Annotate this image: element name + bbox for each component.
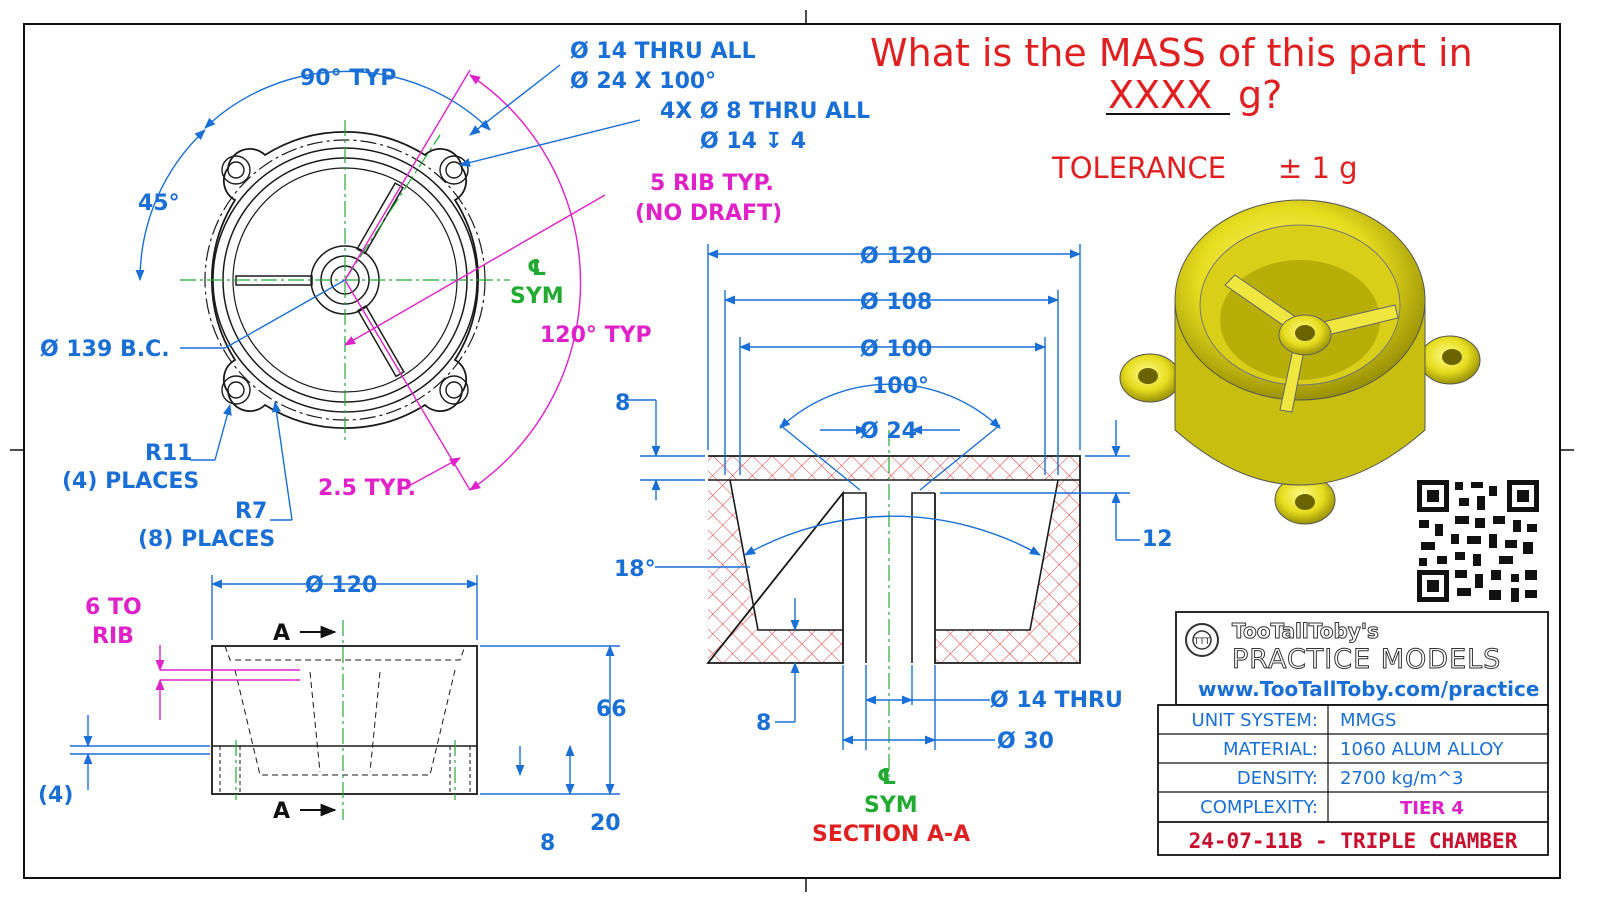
question-unit: g? (1238, 73, 1282, 117)
eight-front-label: 8 (540, 831, 555, 856)
title-block: UNIT SYSTEM: MMGS MATERIAL: 1060 ALUM AL… (1157, 704, 1549, 856)
logo-sub: PRACTICE MODELS (1232, 644, 1501, 675)
angle-120-label: 120° TYP (540, 323, 652, 348)
r11-places: (4) PLACES (62, 469, 199, 494)
part-id: 24-07-11B - TRIPLE CHAMBER (1189, 829, 1518, 853)
svg-text:TTT: TTT (1193, 637, 1211, 647)
row-material-value: 1060 ALUM ALLOY (1340, 739, 1504, 760)
logo-block: TTT TooTallToby's PRACTICE MODELS www.To… (1175, 611, 1549, 706)
sheet-border (23, 23, 1561, 879)
r7-label: R7 (235, 499, 267, 524)
logo-name: TooTallToby's (1232, 619, 1379, 643)
question-line-1: What is the MASS of this part in (870, 31, 1473, 75)
front-view: Ø 120 6 TO RIB A A 66 (4) 20 8 (38, 573, 627, 856)
part-3d-render (1119, 199, 1481, 525)
section-title: SECTION A-A (812, 822, 970, 847)
hole-main-callout-2: Ø 24 X 100° (570, 69, 716, 94)
section-view: Ø 120 Ø 108 Ø 100 100° Ø 24 8 12 18° 8 Ø… (614, 244, 1173, 847)
section-eight-bottom: 8 (756, 711, 771, 736)
r7-places: (8) PLACES (138, 527, 275, 552)
section-cl-sym: SYM (864, 793, 918, 818)
section-a-bottom: A (273, 799, 290, 824)
bolt-hole-tr (439, 155, 469, 185)
section-angle-100: 100° (872, 374, 929, 399)
hole-main-callout-1: Ø 14 THRU ALL (570, 39, 756, 64)
logo-seal-icon: TTT (1185, 623, 1219, 657)
centerline-sym-text: SYM (510, 284, 564, 309)
section-twelve: 12 (1142, 527, 1173, 552)
top-view: 90° TYP 45° Ø 14 THRU ALL Ø 24 X 100° 4X… (40, 39, 870, 552)
rib-thickness-label: 2.5 TYP. (318, 476, 416, 501)
section-a-top: A (273, 621, 290, 646)
row-density-value: 2700 kg/m^3 (1340, 768, 1464, 789)
section-d100: Ø 100 (860, 337, 932, 362)
bolt-hole-bl (221, 375, 251, 405)
section-d24: Ø 24 (860, 419, 917, 444)
section-cl-symbol: ℄ (877, 765, 897, 790)
four-label: (4) (38, 783, 73, 808)
six-to-rib-2: RIB (92, 624, 134, 649)
bolt-holes-callout-2: Ø 14 ↧ 4 (700, 129, 806, 154)
section-d108: Ø 108 (860, 290, 932, 315)
section-angle-18: 18° (614, 557, 656, 582)
section-d120: Ø 120 (860, 244, 932, 269)
r11-label: R11 (145, 441, 193, 466)
twenty-label: 20 (590, 811, 621, 836)
question-block: What is the MASS of this part in XXXX g?… (870, 31, 1473, 185)
question-blank: XXXX (1108, 73, 1212, 117)
bolt-hole-tl (221, 155, 251, 185)
section-d14-thru: Ø 14 THRU (990, 688, 1123, 713)
tolerance-label: TOLERANCE (1051, 151, 1226, 185)
bolt-circle-label: Ø 139 B.C. (40, 337, 170, 362)
qr-code-icon (1415, 478, 1541, 604)
section-eight-top: 8 (615, 391, 630, 416)
row-density-label: DENSITY: (1237, 768, 1318, 789)
centerline-symbol: ℄ (527, 256, 547, 281)
section-d30: Ø 30 (997, 729, 1054, 754)
height-66-label: 66 (596, 697, 627, 722)
row-complexity-value: TIER 4 (1400, 798, 1464, 819)
rib-note-1: 5 RIB TYP. (650, 171, 774, 196)
row-unit-value: MMGS (1340, 710, 1396, 731)
bolt-hole-br (439, 375, 469, 405)
tolerance-value: ± 1 g (1278, 151, 1358, 185)
row-complexity-label: COMPLEXITY: (1200, 797, 1318, 818)
angle-45-label: 45° (138, 191, 180, 216)
angle-90-label: 90° TYP (300, 66, 396, 91)
row-material-label: MATERIAL: (1223, 739, 1318, 760)
rib-note-2: (NO DRAFT) (635, 201, 782, 226)
front-dia-120: Ø 120 (305, 573, 377, 598)
six-to-rib-1: 6 TO (85, 595, 142, 620)
logo-url: www.TooTallToby.com/practice (1198, 677, 1539, 701)
bolt-holes-callout-1: 4X Ø 8 THRU ALL (660, 99, 870, 124)
row-unit-label: UNIT SYSTEM: (1192, 710, 1318, 731)
